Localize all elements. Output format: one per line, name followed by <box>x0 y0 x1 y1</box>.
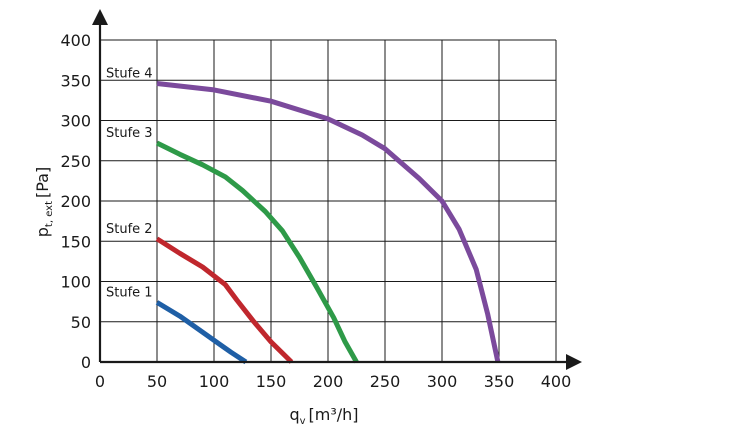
x-axis-label-subscript: v <box>300 416 306 427</box>
y-axis-label: pt, ext [Pa] <box>33 167 55 237</box>
x-tick-label: 150 <box>256 372 287 391</box>
y-tick-label: 100 <box>60 273 91 292</box>
x-axis-label-unit: [m³/h] <box>309 405 359 424</box>
series-label-stufe-4: Stufe 4 <box>106 66 153 81</box>
series-lines <box>155 81 501 365</box>
y-tick-label: 400 <box>60 31 91 50</box>
x-tick-label: 350 <box>484 372 515 391</box>
axes <box>92 9 582 370</box>
x-tick-label: 200 <box>313 372 344 391</box>
y-tick-label: 300 <box>60 112 91 131</box>
y-tick-label: 150 <box>60 232 91 251</box>
y-axis-label-unit: [Pa] <box>33 167 52 198</box>
y-axis-arrow <box>92 9 108 25</box>
y-axis-label-symbol: p <box>33 227 52 237</box>
x-tick-label: 400 <box>541 372 572 391</box>
x-tick-label: 250 <box>370 372 401 391</box>
y-tick-label: 50 <box>71 313 91 332</box>
series-line-stufe-1 <box>155 300 248 365</box>
y-tick-label: 200 <box>60 192 91 211</box>
series-label-stufe-3: Stufe 3 <box>106 126 153 141</box>
x-tick-label: 300 <box>427 372 458 391</box>
series-label-stufe-2: Stufe 2 <box>106 222 153 237</box>
series-line-stufe-2 <box>155 236 294 364</box>
series-labels: Stufe 1 Stufe 2 Stufe 3 Stufe 4 <box>106 66 153 300</box>
x-axis-label: qv [m³/h] <box>289 405 358 427</box>
x-tick-label: 50 <box>147 372 167 391</box>
x-axis-label-symbol: q <box>289 405 299 424</box>
series-line-stufe-4 <box>156 81 501 363</box>
tick-labels: 0 50 100 150 200 250 300 350 400 0 50 100 150 200 250 3… <box>60 31 571 391</box>
x-axis-arrow <box>566 354 582 370</box>
y-tick-label: 0 <box>81 353 91 372</box>
x-tick-label: 100 <box>199 372 230 391</box>
y-tick-label: 350 <box>60 71 91 90</box>
y-tick-label: 250 <box>60 152 91 171</box>
series-line-stufe-3 <box>155 140 359 364</box>
y-axis-label-subscript: t, ext <box>44 201 55 227</box>
x-tick-label: 0 <box>95 372 105 391</box>
series-label-stufe-1: Stufe 1 <box>106 285 153 300</box>
